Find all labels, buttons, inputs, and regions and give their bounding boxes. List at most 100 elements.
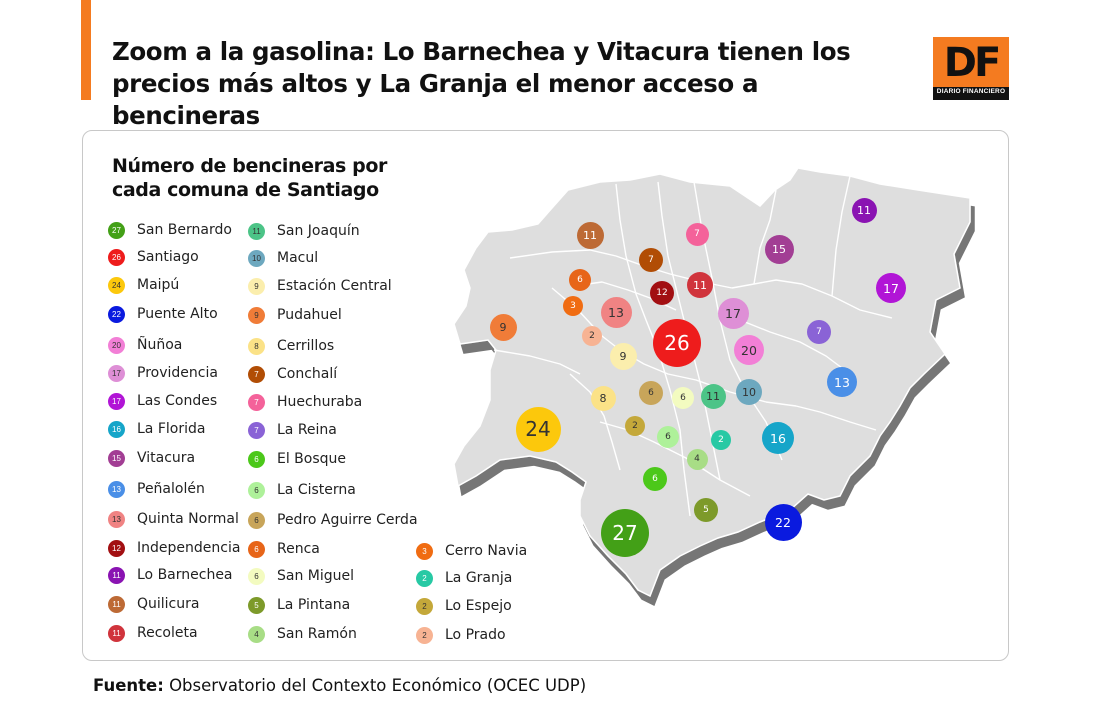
legend-label: Conchalí: [277, 366, 338, 382]
legend-label: Macul: [277, 250, 319, 266]
legend-title: Número de bencineras por cada comuna de …: [112, 154, 387, 202]
legend-label: Santiago: [137, 249, 199, 265]
legend-item-cerrillos: 8 Cerrillos: [248, 336, 334, 356]
legend-item-lo-prado: 2 Lo Prado: [416, 625, 506, 645]
map-bubble-lo-espejo: 2: [625, 416, 645, 436]
legend-item-providencia: 17 Providencia: [108, 363, 218, 383]
legend-label: Lo Espejo: [445, 598, 512, 614]
legend-dot: 4: [248, 625, 265, 643]
legend-label: San Bernardo: [137, 222, 232, 238]
legend-dot: 7: [248, 365, 265, 383]
headline-line-2: precios más altos y La Granja el menor a…: [112, 69, 759, 130]
map-bubble-independencia: 12: [650, 281, 674, 305]
legend-title-line-2: cada comuna de Santiago: [112, 179, 379, 201]
legend-dot: 6: [248, 567, 265, 585]
legend-item-quilicura: 11 Quilicura: [108, 594, 199, 614]
legend-label: La Pintana: [277, 597, 351, 613]
legend-label: Pudahuel: [277, 307, 342, 323]
legend-label: Estación Central: [277, 278, 392, 294]
legend-item-san-ramon: 4 San Ramón: [248, 624, 357, 644]
legend-dot: 17: [108, 392, 125, 410]
legend-item-cerro-navia: 3 Cerro Navia: [416, 541, 527, 561]
df-logo-letters: DF: [943, 40, 1002, 86]
legend-label: San Miguel: [277, 568, 355, 584]
legend-dot: 6: [248, 540, 265, 558]
legend-dot: 12: [108, 539, 125, 557]
legend-dot: 11: [108, 624, 125, 642]
legend-label: Las Condes: [137, 393, 218, 409]
legend-item-huechuraba: 7 Huechuraba: [248, 392, 362, 412]
legend-dot: 2: [416, 569, 433, 587]
legend-label: San Ramón: [277, 626, 357, 642]
map-bubble-lo-barnechea: 11: [851, 197, 877, 223]
legend-label: Cerrillos: [277, 338, 335, 354]
map-bubble-quinta-normal: 13: [600, 296, 632, 328]
legend-label: Quinta Normal: [137, 511, 239, 527]
legend-label: Lo Prado: [445, 627, 506, 643]
map-bubble-san-joaquin: 11: [700, 383, 726, 409]
legend-dot: 20: [108, 336, 125, 354]
source-note: Fuente: Observatorio del Contexto Económ…: [93, 676, 586, 695]
map-bubble-conchali: 7: [639, 248, 663, 272]
legend-label: El Bosque: [277, 451, 347, 467]
legend-item-conchali: 7 Conchalí: [248, 364, 337, 384]
legend-dot: 24: [108, 276, 125, 294]
legend-dot: 9: [248, 277, 265, 295]
legend-dot: 5: [248, 596, 265, 614]
legend-item-vitacura: 15 Vitacura: [108, 448, 195, 468]
legend-item-el-bosque: 6 El Bosque: [248, 449, 346, 469]
map-bubble-huechuraba: 7: [685, 222, 709, 246]
map-bubble-macul: 10: [736, 379, 762, 405]
title-accent-bar: [81, 0, 91, 100]
map-bubble-las-condes: 17: [876, 273, 906, 303]
legend-dot: 15: [108, 449, 125, 467]
legend-item-quinta-normal: 13 Quinta Normal: [108, 509, 239, 529]
legend-label: La Cisterna: [277, 482, 356, 498]
map-bubble-la-granja: 2: [711, 430, 731, 450]
legend-item-penalolen: 13 Peñalolén: [108, 479, 205, 499]
map-bubble-san-bernardo: 27: [601, 509, 649, 557]
legend-dot: 3: [416, 542, 433, 560]
source-label: Fuente:: [93, 676, 164, 695]
legend-dot: 7: [248, 421, 265, 439]
legend-item-puente-alto: 22 Puente Alto: [108, 304, 218, 324]
map-bubble-renca: 6: [569, 269, 591, 291]
map-bubble-providencia: 17: [717, 297, 749, 329]
legend-label: Huechuraba: [277, 394, 363, 410]
legend-dot: 2: [416, 626, 433, 644]
legend-label: La Florida: [137, 421, 206, 437]
map-bubble-pudahuel: 9: [489, 313, 517, 341]
legend-dot: 11: [248, 222, 265, 240]
legend-item-las-condes: 17 Las Condes: [108, 391, 217, 411]
legend-title-line-1: Número de bencineras por: [112, 155, 387, 177]
legend-item-la-reina: 7 La Reina: [248, 420, 337, 440]
df-logo-band: [933, 87, 1009, 100]
legend-dot: 2: [416, 597, 433, 615]
legend-item-pedro-aguirre-cerda: 6 Pedro Aguirre Cerda: [248, 510, 418, 530]
legend-item-san-miguel: 6 San Miguel: [248, 566, 354, 586]
legend-label: Pedro Aguirre Cerda: [277, 512, 418, 528]
map-bubble-recoleta: 11: [687, 272, 713, 298]
legend-item-san-bernardo: 27 San Bernardo: [108, 220, 232, 240]
legend-item-san-joaquin: 11 San Joaquín: [248, 221, 360, 241]
map-bubble-cerro-navia: 3: [563, 296, 583, 316]
legend-dot: 6: [248, 481, 265, 499]
map-bubble-la-pintana: 5: [694, 498, 718, 522]
legend-label: Peñalolén: [137, 481, 205, 497]
legend-label: Quilicura: [137, 596, 200, 612]
legend-dot: 27: [108, 221, 125, 239]
map-bubble-santiago: 26: [653, 319, 701, 367]
legend-label: Ñuñoa: [137, 337, 183, 353]
legend-item-lo-espejo: 2 Lo Espejo: [416, 596, 512, 616]
legend-dot: 13: [108, 480, 125, 498]
headline-line-1: Zoom a la gasolina: Lo Barnechea y Vitac…: [112, 37, 851, 66]
legend-item-la-cisterna: 6 La Cisterna: [248, 480, 356, 500]
map-bubble-estacion-central: 9: [609, 342, 637, 370]
legend-dot: 9: [248, 306, 265, 324]
headline: Zoom a la gasolina: Lo Barnechea y Vitac…: [112, 36, 872, 132]
legend-label: La Granja: [445, 570, 513, 586]
legend-dot: 11: [108, 595, 125, 613]
map-bubble-puente-alto: 22: [764, 503, 802, 541]
map-bubble-la-cisterna: 6: [657, 426, 679, 448]
legend-item-nunoa: 20 Ñuñoa: [108, 335, 182, 355]
